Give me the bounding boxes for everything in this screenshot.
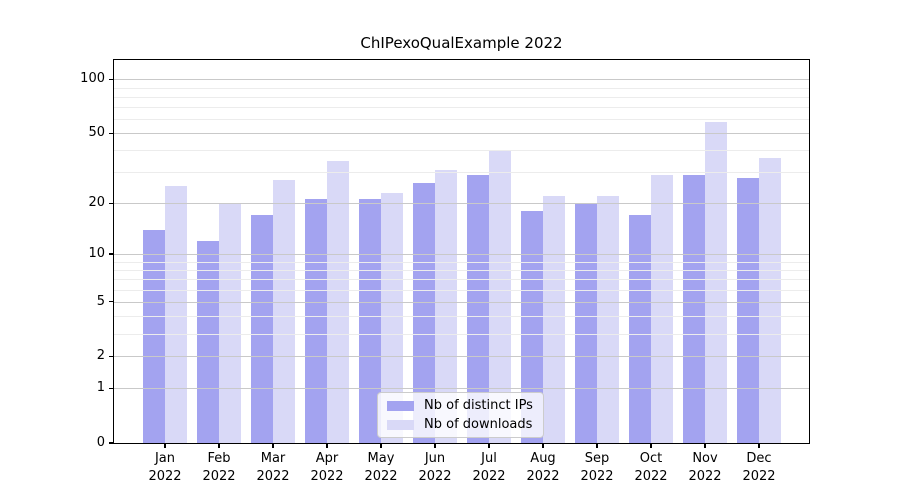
minor-gridline [114, 96, 810, 98]
chart-title: ChIPexoQualExample 2022 [360, 34, 563, 52]
x-tick-label: Oct 2022 [634, 451, 668, 484]
y-tick-mark [109, 78, 113, 80]
x-tick-mark [272, 444, 274, 448]
bar-nb-of-downloads-jan-2022 [165, 186, 187, 443]
bar-nb-of-downloads-mar-2022 [273, 180, 295, 443]
bar-nb-of-downloads-sep-2022 [597, 195, 619, 443]
x-tick-mark [650, 444, 652, 448]
x-tick-label: Feb 2022 [202, 451, 236, 484]
bar-nb-of-distinct-ips-mar-2022 [251, 215, 273, 443]
y-tick-mark [109, 301, 113, 303]
legend-swatch-downloads [387, 419, 414, 430]
minor-gridline [114, 289, 810, 291]
x-tick-label: Apr 2022 [310, 451, 344, 484]
x-tick-mark [704, 444, 706, 448]
legend-swatch-distinct-ips [387, 400, 414, 411]
x-tick-label: Jun 2022 [418, 451, 452, 484]
legend-item-downloads: Nb of downloads [387, 417, 533, 432]
major-gridline [114, 388, 810, 390]
legend-item-distinct-ips: Nb of distinct IPs [387, 398, 533, 413]
y-tick-mark [109, 387, 113, 389]
x-tick-mark [758, 444, 760, 448]
y-tick-label: 5 [96, 293, 105, 309]
x-tick-mark [326, 444, 328, 448]
major-gridline [114, 133, 810, 135]
major-gridline [114, 356, 810, 358]
minor-gridline [114, 119, 810, 120]
minor-gridline [114, 279, 810, 281]
x-tick-label: Sep 2022 [580, 451, 614, 484]
x-tick-mark [596, 444, 598, 448]
bar-nb-of-downloads-apr-2022 [327, 160, 349, 443]
x-tick-mark [488, 444, 490, 448]
minor-gridline [114, 107, 810, 109]
y-tick-label: 10 [88, 246, 105, 261]
legend-label-downloads: Nb of downloads [424, 417, 533, 432]
y-tick-label: 20 [88, 195, 105, 211]
x-tick-mark [380, 444, 382, 448]
x-tick-mark [542, 444, 544, 448]
major-gridline [114, 203, 810, 205]
bar-nb-of-downloads-jun-2022 [435, 169, 457, 443]
y-tick-label: 50 [88, 125, 105, 141]
y-tick-label: 2 [96, 348, 105, 364]
major-gridline [114, 301, 810, 303]
x-tick-label: May 2022 [364, 451, 398, 484]
bar-nb-of-distinct-ips-dec-2022 [737, 177, 759, 443]
bar-nb-of-downloads-oct-2022 [651, 175, 673, 443]
major-gridline [114, 254, 810, 255]
bar-nb-of-downloads-dec-2022 [759, 158, 781, 443]
minor-gridline [114, 261, 810, 263]
x-tick-mark [218, 444, 220, 448]
bar-nb-of-distinct-ips-jun-2022 [413, 183, 435, 443]
legend: Nb of distinct IPs Nb of downloads [377, 392, 544, 438]
x-tick-mark [164, 444, 166, 448]
minor-gridline [114, 333, 810, 335]
bar-nb-of-distinct-ips-aug-2022 [521, 210, 543, 443]
x-tick-label: Jan 2022 [148, 451, 182, 484]
y-tick-mark [109, 132, 113, 134]
bar-nb-of-downloads-feb-2022 [219, 203, 241, 443]
bar-nb-of-distinct-ips-jan-2022 [143, 229, 165, 443]
bar-nb-of-downloads-may-2022 [381, 192, 403, 443]
y-tick-mark [109, 442, 113, 444]
y-tick-label: 1 [96, 380, 105, 396]
bar-nb-of-distinct-ips-oct-2022 [629, 215, 651, 443]
y-tick-label: 0 [96, 435, 105, 450]
bar-nb-of-distinct-ips-apr-2022 [305, 199, 327, 443]
minor-gridline [114, 269, 810, 271]
bar-nb-of-distinct-ips-may-2022 [359, 199, 381, 443]
bar-nb-of-distinct-ips-sep-2022 [575, 203, 597, 443]
bar-nb-of-distinct-ips-jul-2022 [467, 175, 489, 443]
major-gridline [114, 79, 810, 81]
y-tick-mark [109, 355, 113, 357]
legend-label-distinct-ips: Nb of distinct IPs [424, 398, 533, 413]
bar-nb-of-distinct-ips-feb-2022 [197, 240, 219, 443]
minor-gridline [114, 150, 810, 152]
bar-nb-of-downloads-nov-2022 [705, 121, 727, 443]
x-tick-mark [434, 444, 436, 448]
x-tick-label: Jul 2022 [472, 451, 506, 484]
x-tick-label: Aug 2022 [526, 451, 560, 484]
bar-nb-of-downloads-jul-2022 [489, 150, 511, 443]
y-tick-mark [109, 202, 113, 204]
x-tick-label: Dec 2022 [742, 451, 776, 484]
minor-gridline [114, 316, 810, 318]
y-tick-mark [109, 253, 113, 255]
x-tick-label: Nov 2022 [688, 451, 722, 484]
minor-gridline [114, 172, 810, 174]
y-tick-label: 100 [80, 71, 105, 87]
bar-nb-of-downloads-aug-2022 [543, 195, 565, 443]
minor-gridline [114, 87, 810, 89]
bar-nb-of-distinct-ips-nov-2022 [683, 175, 705, 443]
x-tick-label: Mar 2022 [256, 451, 290, 484]
